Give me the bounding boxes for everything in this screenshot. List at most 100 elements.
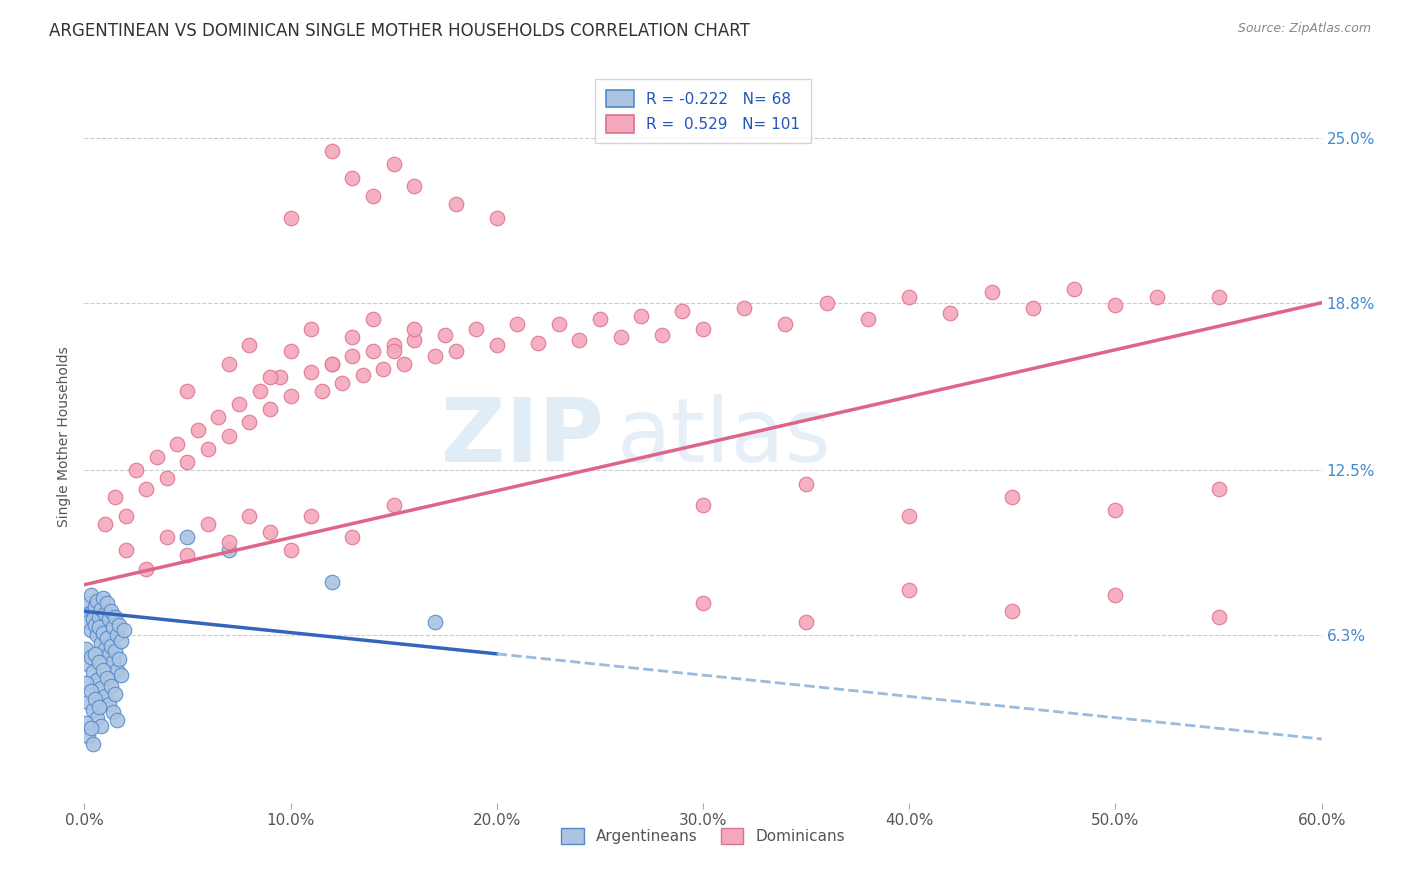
Point	[104, 644, 127, 658]
Point	[898, 508, 921, 523]
Point	[86, 593, 108, 607]
Point	[527, 335, 550, 350]
Point	[90, 681, 112, 696]
Point	[485, 211, 508, 225]
Point	[87, 620, 110, 634]
Point	[105, 714, 128, 728]
Point	[87, 655, 110, 669]
Point	[228, 397, 250, 411]
Point	[444, 197, 467, 211]
Point	[176, 549, 198, 563]
Point	[114, 543, 136, 558]
Point	[82, 665, 104, 680]
Point	[75, 641, 97, 656]
Point	[135, 562, 157, 576]
Point	[103, 706, 125, 720]
Point	[86, 711, 108, 725]
Point	[1208, 290, 1230, 304]
Point	[609, 330, 631, 344]
Point	[156, 471, 179, 485]
Point	[87, 609, 110, 624]
Point	[392, 357, 415, 371]
Y-axis label: Single Mother Households: Single Mother Households	[58, 347, 72, 527]
Point	[361, 343, 384, 358]
Point	[280, 389, 302, 403]
Point	[79, 722, 101, 736]
Point	[299, 508, 322, 523]
Point	[259, 370, 281, 384]
Point	[589, 311, 612, 326]
Point	[321, 357, 343, 371]
Point	[321, 144, 343, 158]
Text: Source: ZipAtlas.com: Source: ZipAtlas.com	[1237, 22, 1371, 36]
Point	[692, 596, 714, 610]
Point	[1104, 588, 1126, 602]
Point	[238, 508, 260, 523]
Point	[1208, 482, 1230, 496]
Point	[82, 604, 104, 618]
Point	[197, 442, 219, 456]
Point	[815, 295, 838, 310]
Point	[218, 429, 240, 443]
Point	[110, 668, 132, 682]
Point	[87, 700, 110, 714]
Point	[342, 170, 364, 185]
Point	[249, 384, 271, 398]
Point	[485, 338, 508, 352]
Point	[91, 591, 114, 605]
Point	[103, 655, 125, 669]
Point	[280, 543, 302, 558]
Point	[218, 535, 240, 549]
Point	[166, 436, 188, 450]
Point	[104, 609, 127, 624]
Point	[83, 617, 105, 632]
Point	[238, 338, 260, 352]
Point	[104, 490, 127, 504]
Point	[77, 607, 100, 621]
Point	[125, 463, 148, 477]
Point	[83, 647, 105, 661]
Point	[82, 703, 104, 717]
Point	[79, 623, 101, 637]
Point	[775, 317, 797, 331]
Point	[856, 311, 879, 326]
Point	[671, 303, 693, 318]
Point	[94, 641, 117, 656]
Point	[382, 157, 405, 171]
Point	[382, 338, 405, 352]
Point	[176, 455, 198, 469]
Point	[79, 684, 101, 698]
Point	[423, 349, 446, 363]
Point	[104, 687, 127, 701]
Point	[352, 368, 374, 382]
Point	[299, 322, 322, 336]
Point	[1022, 301, 1045, 315]
Point	[342, 330, 364, 344]
Point	[176, 530, 198, 544]
Point	[145, 450, 167, 464]
Point	[105, 628, 128, 642]
Point	[321, 357, 343, 371]
Point	[79, 649, 101, 664]
Point	[103, 620, 125, 634]
Point	[259, 524, 281, 539]
Point	[114, 508, 136, 523]
Point	[342, 349, 364, 363]
Point	[259, 402, 281, 417]
Point	[108, 652, 131, 666]
Point	[299, 365, 322, 379]
Point	[692, 498, 714, 512]
Text: atlas: atlas	[616, 393, 831, 481]
Point	[77, 729, 100, 743]
Point	[404, 178, 426, 193]
Point	[444, 343, 467, 358]
Text: ARGENTINEAN VS DOMINICAN SINGLE MOTHER HOUSEHOLDS CORRELATION CHART: ARGENTINEAN VS DOMINICAN SINGLE MOTHER H…	[49, 22, 749, 40]
Point	[311, 384, 333, 398]
Point	[94, 607, 117, 621]
Point	[238, 416, 260, 430]
Point	[404, 333, 426, 347]
Point	[112, 623, 135, 637]
Point	[1104, 298, 1126, 312]
Point	[105, 663, 128, 677]
Point	[1001, 604, 1024, 618]
